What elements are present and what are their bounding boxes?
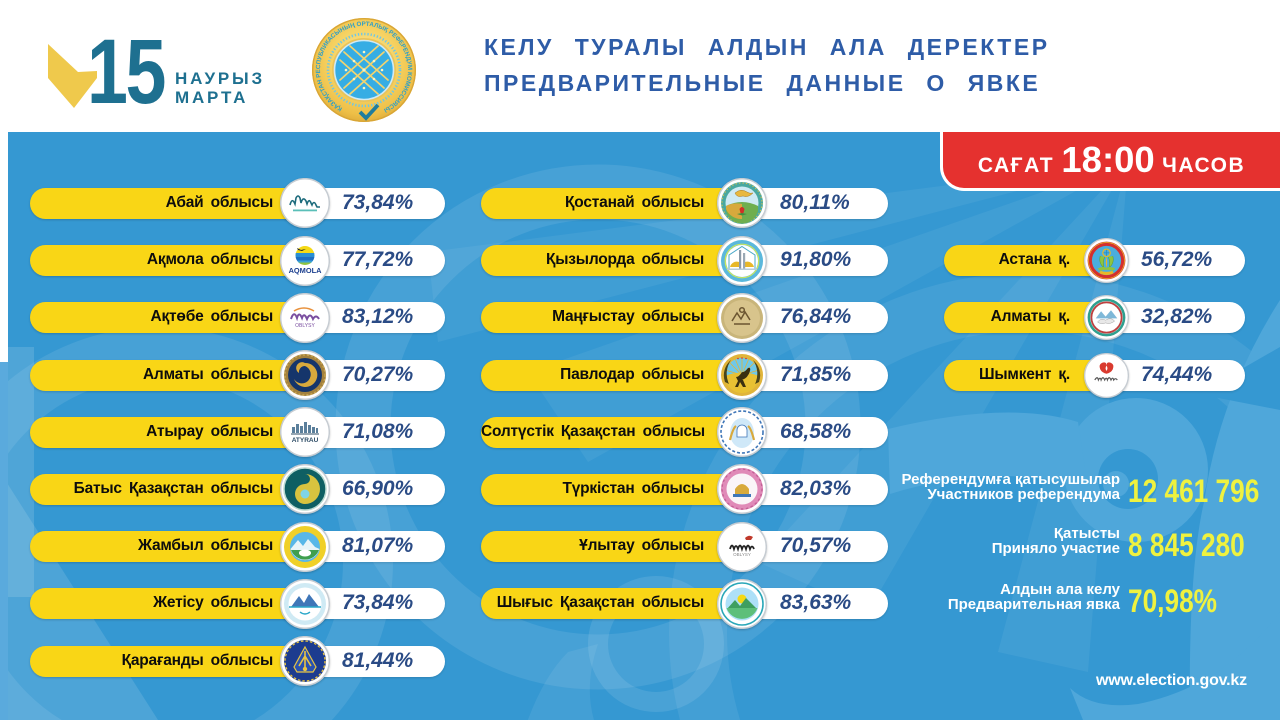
svg-text:ATYRAU: ATYRAU (291, 437, 318, 444)
svg-text:OBLYSY: OBLYSY (295, 323, 315, 329)
svg-text:OBLYSY: OBLYSY (733, 552, 751, 557)
svg-text:AQMOLA: AQMOLA (288, 266, 322, 275)
